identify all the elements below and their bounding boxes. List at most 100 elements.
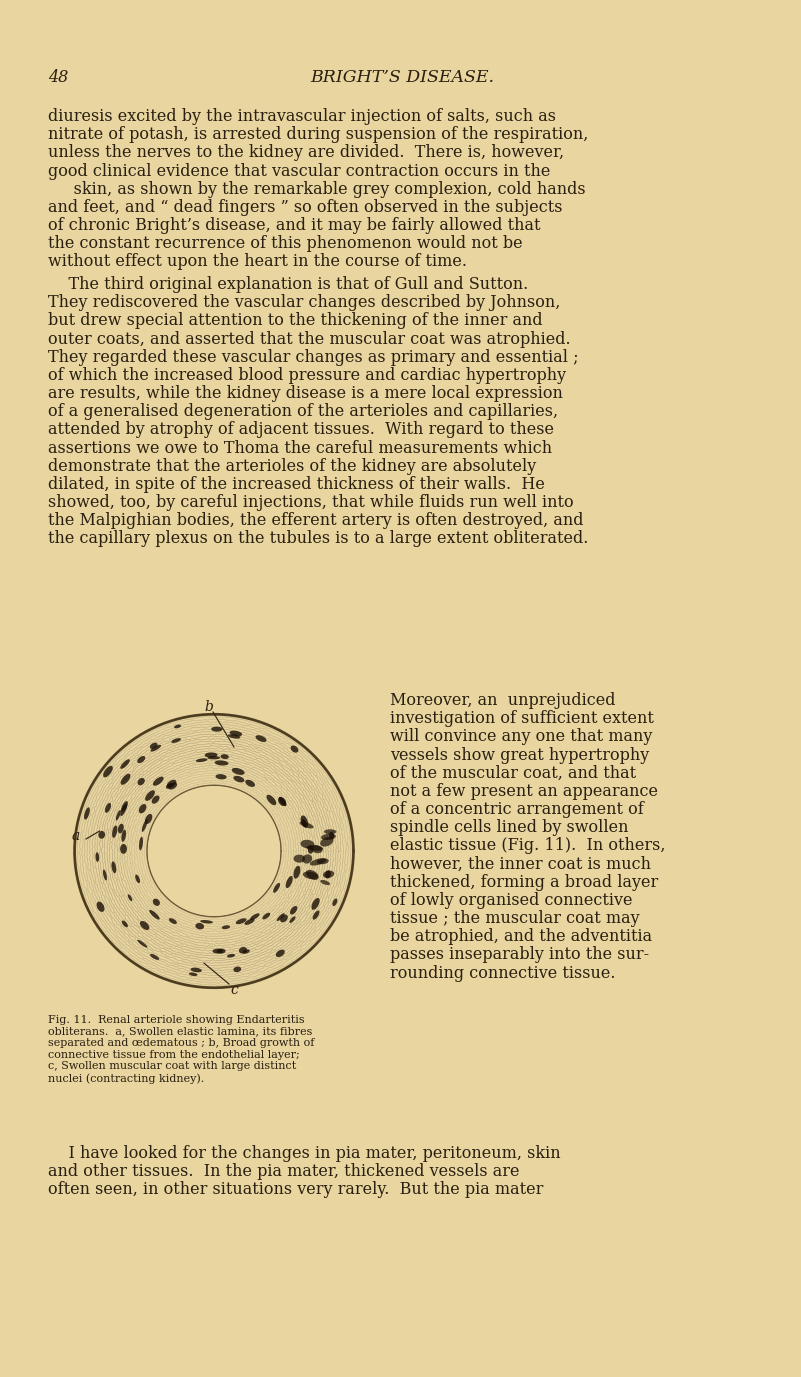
Ellipse shape [116,810,121,821]
Ellipse shape [145,790,155,801]
Ellipse shape [174,724,181,728]
Ellipse shape [302,854,312,863]
Text: passes inseparably into the sur-: passes inseparably into the sur- [390,946,649,964]
Ellipse shape [303,872,318,879]
Ellipse shape [153,777,163,786]
Ellipse shape [195,923,204,929]
Ellipse shape [137,939,147,947]
Ellipse shape [111,862,116,873]
Ellipse shape [212,949,223,953]
Ellipse shape [293,855,305,862]
Text: often seen, in other situations very rarely.  But the pia mater: often seen, in other situations very rar… [48,1181,543,1198]
Text: the Malpighian bodies, the efferent artery is often destroyed, and: the Malpighian bodies, the efferent arte… [48,512,583,529]
Ellipse shape [139,837,143,851]
Ellipse shape [216,949,226,954]
Ellipse shape [215,760,228,766]
Ellipse shape [233,775,244,782]
Text: outer coats, and asserted that the muscular coat was atrophied.: outer coats, and asserted that the muscu… [48,330,570,347]
Text: of a generalised degeneration of the arterioles and capillaries,: of a generalised degeneration of the art… [48,403,558,420]
Ellipse shape [230,731,242,737]
Ellipse shape [293,866,300,879]
Ellipse shape [215,774,227,779]
Ellipse shape [171,738,181,744]
Ellipse shape [276,950,285,957]
Text: will convince any one that many: will convince any one that many [390,728,652,745]
Text: Moreover, an  unprejudiced: Moreover, an unprejudiced [390,693,615,709]
Ellipse shape [280,914,288,923]
Ellipse shape [118,823,124,833]
Ellipse shape [167,779,176,788]
Ellipse shape [323,870,334,879]
Ellipse shape [121,774,131,785]
Ellipse shape [320,880,330,885]
Text: however, the inner coat is much: however, the inner coat is much [390,855,651,873]
Text: connective tissue from the endothelial layer;: connective tissue from the endothelial l… [48,1049,300,1060]
Ellipse shape [137,756,145,763]
Ellipse shape [312,910,320,920]
Ellipse shape [153,899,160,906]
Ellipse shape [290,906,297,914]
Ellipse shape [306,845,324,851]
Ellipse shape [301,819,306,826]
Ellipse shape [95,852,99,862]
Ellipse shape [278,797,286,806]
Ellipse shape [168,782,177,789]
Text: unless the nerves to the kidney are divided.  There is, however,: unless the nerves to the kidney are divi… [48,145,564,161]
Text: showed, too, by careful injections, that while fluids run well into: showed, too, by careful injections, that… [48,494,574,511]
Ellipse shape [329,832,334,839]
Ellipse shape [244,918,255,925]
Ellipse shape [189,972,198,976]
Ellipse shape [300,815,308,828]
Text: b: b [204,700,213,715]
Text: diuresis excited by the intravascular injection of salts, such as: diuresis excited by the intravascular in… [48,107,556,125]
Ellipse shape [207,756,220,759]
Text: c, Swollen muscular coat with large distinct: c, Swollen muscular coat with large dist… [48,1062,296,1071]
Ellipse shape [263,913,270,920]
Text: not a few present an appearance: not a few present an appearance [390,784,658,800]
Ellipse shape [99,830,105,839]
Ellipse shape [300,822,313,829]
Ellipse shape [150,742,158,749]
Text: skin, as shown by the remarkable grey complexion, cold hands: skin, as shown by the remarkable grey co… [48,180,586,198]
Text: c: c [230,983,238,997]
Ellipse shape [200,920,213,924]
Text: assertions we owe to Thoma the careful measurements which: assertions we owe to Thoma the careful m… [48,439,552,457]
Ellipse shape [300,840,314,848]
Polygon shape [148,786,280,916]
Ellipse shape [222,925,230,929]
Text: demonstrate that the arterioles of the kidney are absolutely: demonstrate that the arterioles of the k… [48,457,536,475]
Ellipse shape [103,766,113,778]
Ellipse shape [233,967,241,972]
Ellipse shape [121,801,128,811]
Text: I have looked for the changes in pia mater, peritoneum, skin: I have looked for the changes in pia mat… [48,1146,561,1162]
Ellipse shape [316,858,328,865]
Text: and feet, and “ dead fingers ” so often observed in the subjects: and feet, and “ dead fingers ” so often … [48,198,562,216]
Text: investigation of sufficient extent: investigation of sufficient extent [390,711,654,727]
Ellipse shape [273,883,280,892]
Ellipse shape [122,920,128,927]
Ellipse shape [311,845,323,854]
Ellipse shape [312,898,320,910]
Text: separated and œdematous ; b, Broad growth of: separated and œdematous ; b, Broad growt… [48,1038,314,1048]
Ellipse shape [166,784,173,789]
Text: vessels show great hypertrophy: vessels show great hypertrophy [390,746,650,763]
Text: good clinical evidence that vascular contraction occurs in the: good clinical evidence that vascular con… [48,162,550,179]
Text: nuclei (contracting kidney).: nuclei (contracting kidney). [48,1073,204,1084]
Ellipse shape [112,825,117,837]
Ellipse shape [308,845,313,854]
Text: of the muscular coat, and that: of the muscular coat, and that [390,764,636,782]
Ellipse shape [286,876,292,888]
Text: BRIGHT’S DISEASE.: BRIGHT’S DISEASE. [311,69,494,87]
Text: the capillary plexus on the tubules is to a large extent obliterated.: the capillary plexus on the tubules is t… [48,530,589,548]
Ellipse shape [127,894,132,901]
Text: of which the increased blood pressure and cardiac hypertrophy: of which the increased blood pressure an… [48,366,566,384]
Ellipse shape [97,902,104,912]
Ellipse shape [191,968,202,972]
Ellipse shape [122,830,126,841]
Text: of chronic Bright’s disease, and it may be fairly allowed that: of chronic Bright’s disease, and it may … [48,218,541,234]
Text: 48: 48 [48,69,68,87]
Ellipse shape [135,874,140,883]
Text: and other tissues.  In the pia mater, thickened vessels are: and other tissues. In the pia mater, thi… [48,1164,520,1180]
Text: but drew special attention to the thickening of the inner and: but drew special attention to the thicke… [48,313,542,329]
Ellipse shape [276,913,284,921]
